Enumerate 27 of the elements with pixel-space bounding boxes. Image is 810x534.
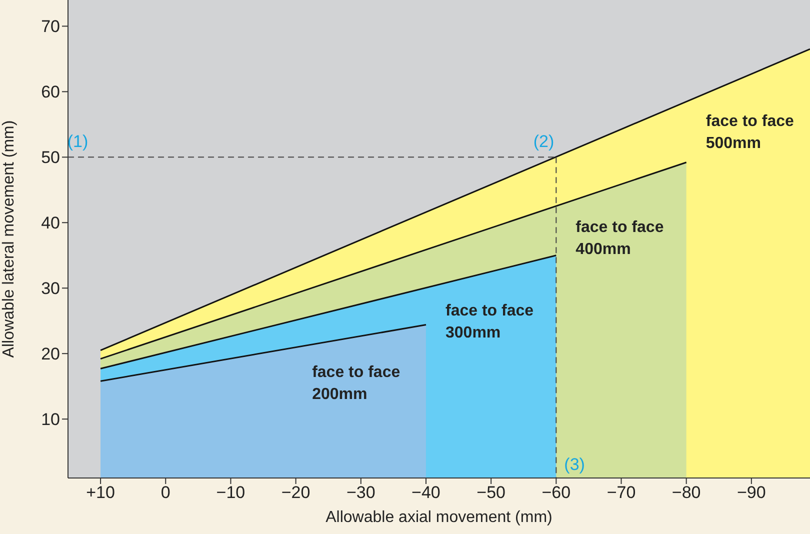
- series-label: face to face 500mm: [706, 113, 794, 152]
- x-tick-label: −20: [281, 483, 310, 502]
- y-tick-label: 50: [41, 148, 60, 168]
- y-tick-label: 10: [41, 410, 60, 430]
- x-tick-label: −60: [542, 483, 571, 502]
- x-tick-label: −40: [412, 483, 440, 502]
- y-tick-label: 30: [41, 279, 60, 298]
- x-tick-label: 0: [160, 483, 170, 502]
- annotation: (3): [564, 455, 585, 474]
- x-tick-label: +10: [86, 483, 115, 502]
- x-tick-label: −90: [737, 483, 766, 502]
- annotation: (2): [533, 132, 554, 152]
- y-tick-label: 60: [41, 82, 60, 102]
- series-label: face to face 200mm: [312, 364, 400, 404]
- y-tick-label: 20: [41, 344, 60, 364]
- x-tick-label: −30: [346, 483, 376, 502]
- x-tick-label: −50: [476, 483, 506, 502]
- y-tick-label: 40: [41, 214, 60, 233]
- y-tick-label: 70: [41, 17, 60, 36]
- series-label: face to face 300mm: [446, 302, 534, 342]
- series-label: face to face 400mm: [576, 219, 664, 258]
- y-axis-title: Allowable lateral movement (mm): [0, 120, 18, 358]
- x-axis-title: Allowable axial movement (mm): [326, 509, 552, 526]
- annotation: (1): [67, 132, 88, 152]
- x-tick-label: −70: [606, 483, 636, 502]
- x-tick-label: −10: [216, 483, 246, 502]
- x-tick-label: −80: [672, 483, 701, 502]
